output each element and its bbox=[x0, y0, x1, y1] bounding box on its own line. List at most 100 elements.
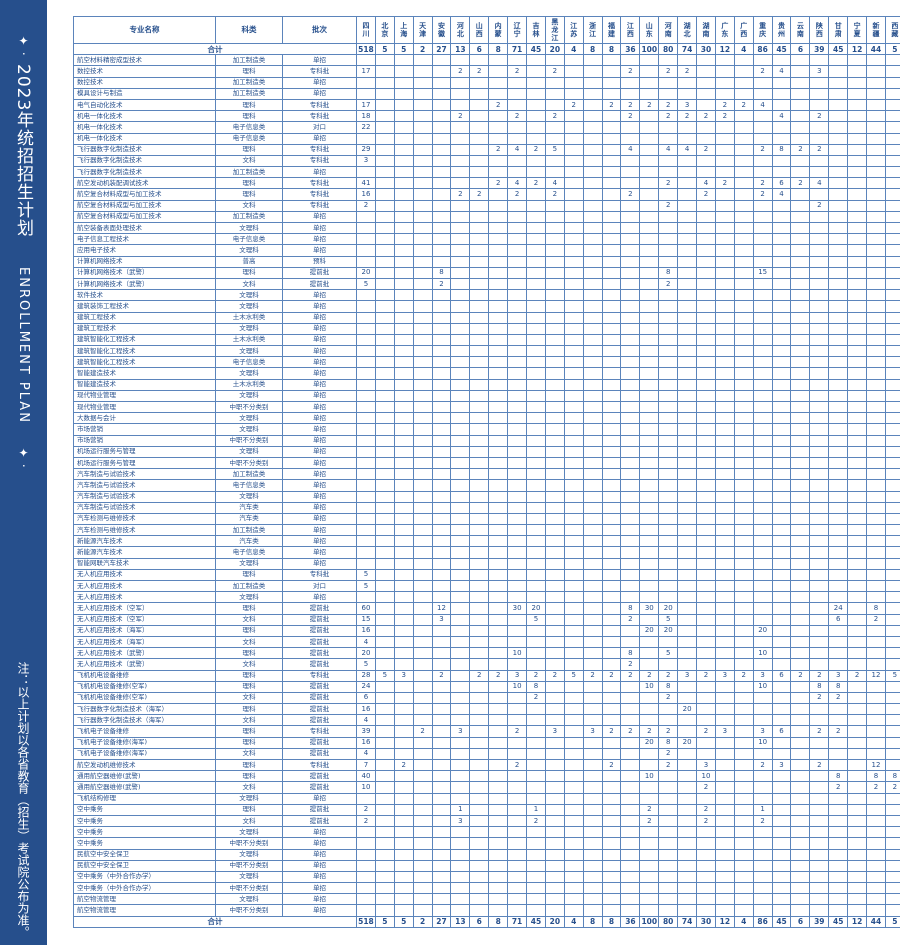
quota-cell bbox=[752, 110, 773, 123]
table-row: 汽车制造与试验技术 文理科 单招 bbox=[73, 490, 900, 503]
quota-cell bbox=[639, 512, 660, 526]
quota-cell bbox=[431, 143, 452, 156]
quota-cell bbox=[450, 635, 471, 649]
quota-cell bbox=[582, 367, 603, 380]
batch-cell: 单招 bbox=[282, 792, 357, 805]
quota-cell: 8 bbox=[884, 770, 900, 783]
quota-cell bbox=[582, 535, 603, 548]
quota-cell bbox=[714, 423, 735, 436]
quota-cell bbox=[450, 758, 471, 772]
quota-cell: 2 bbox=[809, 199, 830, 212]
quota-cell bbox=[677, 255, 698, 268]
quota-cell: 16 bbox=[356, 188, 376, 201]
quota-cell bbox=[431, 591, 452, 604]
quota-cell bbox=[526, 434, 546, 447]
quota-cell bbox=[809, 591, 830, 604]
quota-cell bbox=[696, 423, 716, 436]
quota-cell bbox=[752, 255, 773, 268]
quota-cell bbox=[526, 557, 546, 570]
quota-cell bbox=[526, 300, 546, 313]
quota-cell bbox=[696, 591, 716, 604]
quota-cell bbox=[884, 859, 900, 872]
quota-cell bbox=[884, 289, 900, 302]
quota-cell bbox=[374, 501, 395, 514]
quota-cell bbox=[790, 356, 811, 369]
quota-cell bbox=[771, 456, 792, 470]
quota-cell bbox=[582, 255, 603, 268]
quota-cell bbox=[544, 356, 565, 369]
province-header: 北京 bbox=[374, 16, 395, 44]
total-cell: 86 bbox=[752, 42, 773, 56]
quota-cell bbox=[393, 647, 414, 660]
quota-cell: 2 bbox=[620, 65, 641, 78]
quota-cell bbox=[374, 579, 395, 593]
quota-cell bbox=[374, 221, 395, 235]
quota-cell bbox=[771, 736, 792, 749]
quota-cell bbox=[431, 714, 452, 727]
quota-cell bbox=[544, 803, 565, 816]
quota-cell bbox=[752, 322, 773, 335]
quota-cell bbox=[639, 121, 660, 134]
quota-cell bbox=[847, 758, 868, 772]
quota-cell bbox=[544, 456, 565, 470]
quota-cell bbox=[771, 490, 792, 503]
quota-cell bbox=[677, 747, 698, 761]
quota-cell bbox=[507, 613, 528, 626]
quota-cell bbox=[393, 524, 414, 537]
quota-cell bbox=[469, 356, 490, 369]
quota-cell bbox=[412, 188, 433, 201]
quota-cell bbox=[412, 680, 433, 693]
quota-cell bbox=[866, 367, 886, 380]
quota-cell bbox=[601, 333, 622, 347]
quota-cell bbox=[828, 848, 849, 861]
quota-cell bbox=[412, 110, 433, 123]
batch-cell: 提前批 bbox=[282, 624, 357, 637]
quota-cell bbox=[450, 434, 471, 447]
quota-cell bbox=[582, 166, 603, 179]
quota-cell bbox=[356, 490, 376, 503]
quota-cell: 16 bbox=[356, 624, 376, 637]
quota-cell bbox=[828, 747, 849, 761]
quota-cell bbox=[526, 882, 546, 895]
quota-cell bbox=[582, 266, 603, 279]
quota-cell bbox=[450, 579, 471, 593]
quota-cell bbox=[431, 154, 452, 168]
quota-cell bbox=[620, 826, 641, 839]
quota-cell bbox=[884, 76, 900, 89]
quota-cell bbox=[639, 758, 660, 772]
quota-cell bbox=[488, 579, 509, 593]
quota-cell bbox=[450, 568, 471, 582]
quota-cell bbox=[374, 412, 395, 425]
quota-cell bbox=[752, 658, 773, 671]
total-cell: 45 bbox=[771, 915, 792, 928]
quota-cell: 5 bbox=[563, 669, 584, 682]
quota-cell bbox=[639, 221, 660, 235]
quota-cell bbox=[733, 154, 754, 168]
batch-cell: 提前批 bbox=[282, 266, 357, 279]
quota-cell bbox=[677, 725, 698, 738]
quota-cell bbox=[488, 300, 509, 313]
province-header: 宁夏 bbox=[847, 16, 868, 44]
category-cell: 电子信息类 bbox=[215, 356, 283, 369]
quota-cell bbox=[677, 814, 698, 828]
quota-cell bbox=[847, 277, 868, 291]
quota-cell: 2 bbox=[809, 725, 830, 738]
quota-cell bbox=[639, 882, 660, 895]
table-row: 飞机机电设备维修 理科 专科批 28 5 3 2 2 2 3 2 2 5 2 2 2 2 2 3 2 3 2 3 6 2 2 3 2 1… bbox=[73, 669, 900, 682]
category-cell: 电子信息类 bbox=[215, 233, 283, 246]
quota-cell bbox=[544, 770, 565, 783]
batch-cell: 单招 bbox=[282, 233, 357, 246]
quota-cell bbox=[544, 166, 565, 179]
quota-cell: 3 bbox=[507, 669, 528, 682]
total-cell: 13 bbox=[450, 915, 471, 928]
quota-cell bbox=[866, 221, 886, 235]
table-row: 汽车制造与试验技术 电子信息类 单招 bbox=[73, 479, 900, 492]
quota-cell bbox=[601, 870, 622, 884]
quota-cell bbox=[544, 859, 565, 872]
quota-cell bbox=[639, 266, 660, 279]
quota-cell: 8 bbox=[809, 680, 830, 693]
quota-cell bbox=[771, 635, 792, 649]
quota-cell: 20 bbox=[639, 624, 660, 637]
quota-cell: 2 bbox=[658, 177, 679, 190]
quota-cell bbox=[620, 568, 641, 582]
